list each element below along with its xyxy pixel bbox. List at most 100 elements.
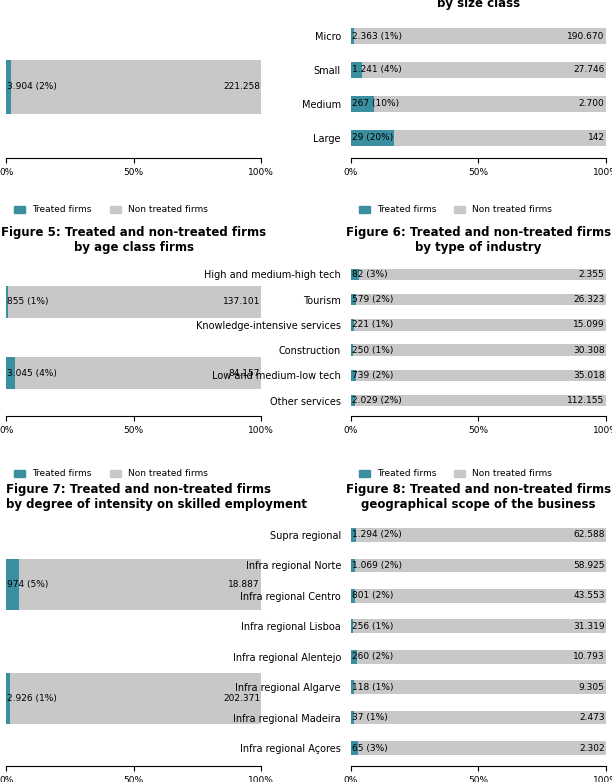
Title: Figure 8: Treated and non-treated firms
geographical scope of the business: Figure 8: Treated and non-treated firms …	[346, 483, 611, 511]
Bar	[6, 357, 15, 389]
Text: 26.323: 26.323	[573, 295, 605, 304]
Bar	[351, 268, 359, 280]
Bar	[15, 357, 261, 389]
Title: Figure 5: Treated and non-treated firms
by age class firms: Figure 5: Treated and non-treated firms …	[1, 226, 266, 253]
Bar	[356, 294, 606, 305]
Bar	[351, 395, 355, 407]
Title: Figure 6: Treated and non-treated firms
by type of industry: Figure 6: Treated and non-treated firms …	[346, 226, 611, 253]
Bar	[6, 673, 10, 724]
Text: 3.904 (2%): 3.904 (2%)	[7, 82, 58, 91]
Text: 18.887: 18.887	[228, 580, 260, 590]
Bar	[351, 344, 353, 356]
Text: 3.045 (4%): 3.045 (4%)	[7, 368, 58, 378]
Text: 2.029 (2%): 2.029 (2%)	[352, 396, 401, 405]
Text: 256 (1%): 256 (1%)	[352, 622, 394, 631]
Bar	[351, 28, 354, 44]
Text: 579 (2%): 579 (2%)	[352, 295, 394, 304]
Bar	[6, 559, 18, 610]
Text: 1.294 (2%): 1.294 (2%)	[352, 530, 401, 540]
Text: 739 (2%): 739 (2%)	[352, 371, 394, 380]
Text: 801 (2%): 801 (2%)	[352, 591, 394, 601]
Text: 2.473: 2.473	[579, 713, 605, 722]
Text: 2.926 (1%): 2.926 (1%)	[7, 694, 58, 703]
Text: 82 (3%): 82 (3%)	[352, 270, 387, 278]
Text: 855 (1%): 855 (1%)	[7, 297, 49, 307]
Bar	[362, 63, 606, 77]
Text: 1.069 (2%): 1.069 (2%)	[352, 561, 402, 570]
Text: 250 (1%): 250 (1%)	[352, 346, 394, 355]
Title: by size class: by size class	[437, 0, 520, 10]
Legend: Treated firms, Non treated firms: Treated firms, Non treated firms	[355, 202, 556, 218]
Text: 190.670: 190.670	[567, 31, 605, 41]
Text: 118 (1%): 118 (1%)	[352, 683, 394, 692]
Text: 10.793: 10.793	[573, 652, 605, 662]
Bar	[351, 619, 353, 633]
Bar	[351, 741, 357, 755]
Text: 1.241 (4%): 1.241 (4%)	[352, 66, 401, 74]
Bar	[351, 131, 394, 145]
Bar	[354, 680, 606, 694]
Text: 202.371: 202.371	[223, 694, 260, 703]
Bar	[351, 319, 354, 331]
Text: 2.363 (1%): 2.363 (1%)	[352, 31, 402, 41]
Bar	[374, 96, 606, 112]
Bar	[351, 650, 357, 664]
Text: 2.355: 2.355	[579, 270, 605, 278]
Bar	[355, 395, 606, 407]
Text: 2.700: 2.700	[579, 99, 605, 109]
Bar	[351, 294, 356, 305]
Bar	[353, 344, 606, 356]
Text: 137.101: 137.101	[223, 297, 260, 307]
Bar	[354, 319, 606, 331]
Text: 974 (5%): 974 (5%)	[7, 580, 49, 590]
Bar	[351, 96, 374, 112]
Legend: Treated firms, Non treated firms: Treated firms, Non treated firms	[10, 466, 211, 482]
Bar	[351, 589, 356, 603]
Text: Figure 7: Treated and non-treated firms
by degree of intensity on skilled employ: Figure 7: Treated and non-treated firms …	[6, 483, 307, 511]
Bar	[355, 558, 606, 572]
Bar	[8, 285, 261, 317]
Bar	[6, 285, 8, 317]
Bar	[10, 673, 261, 724]
Text: 65 (3%): 65 (3%)	[352, 744, 387, 752]
Bar	[351, 528, 356, 542]
Bar	[356, 528, 606, 542]
Text: 29 (20%): 29 (20%)	[352, 134, 393, 142]
Bar	[354, 28, 606, 44]
Bar	[351, 711, 354, 724]
Bar	[10, 60, 261, 113]
Bar	[356, 370, 606, 381]
Text: 30.308: 30.308	[573, 346, 605, 355]
Bar	[394, 131, 606, 145]
Legend: Treated firms, Non treated firms: Treated firms, Non treated firms	[10, 202, 211, 218]
Bar	[356, 589, 606, 603]
Text: 142: 142	[588, 134, 605, 142]
Bar	[354, 711, 606, 724]
Bar	[351, 680, 354, 694]
Text: 31.319: 31.319	[573, 622, 605, 631]
Text: 35.018: 35.018	[573, 371, 605, 380]
Bar	[353, 619, 606, 633]
Bar	[351, 63, 362, 77]
Bar	[6, 60, 10, 113]
Text: 260 (2%): 260 (2%)	[352, 652, 393, 662]
Text: 9.305: 9.305	[579, 683, 605, 692]
Text: 112.155: 112.155	[567, 396, 605, 405]
Bar	[351, 558, 355, 572]
Bar	[357, 650, 606, 664]
Text: 27.746: 27.746	[573, 66, 605, 74]
Text: 221 (1%): 221 (1%)	[352, 321, 393, 329]
Text: 43.553: 43.553	[573, 591, 605, 601]
Bar	[18, 559, 261, 610]
Text: 15.099: 15.099	[573, 321, 605, 329]
Text: 84.157: 84.157	[228, 368, 260, 378]
Text: 58.925: 58.925	[573, 561, 605, 570]
Text: 62.588: 62.588	[573, 530, 605, 540]
Text: 267 (10%): 267 (10%)	[352, 99, 399, 109]
Text: 2.302: 2.302	[579, 744, 605, 752]
Bar	[351, 370, 356, 381]
Text: 221.258: 221.258	[223, 82, 260, 91]
Bar	[357, 741, 606, 755]
Legend: Treated firms, Non treated firms: Treated firms, Non treated firms	[355, 466, 556, 482]
Bar	[359, 268, 606, 280]
